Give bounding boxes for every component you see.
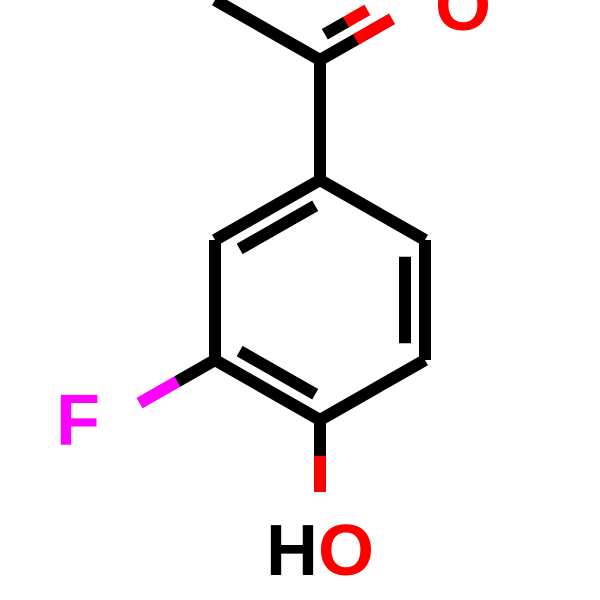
atom-label-oh: HO xyxy=(266,511,374,591)
atom-label-o1: O xyxy=(435,0,491,46)
atom-label-f: F xyxy=(56,381,100,461)
molecule-diagram: O F HO xyxy=(0,0,600,600)
